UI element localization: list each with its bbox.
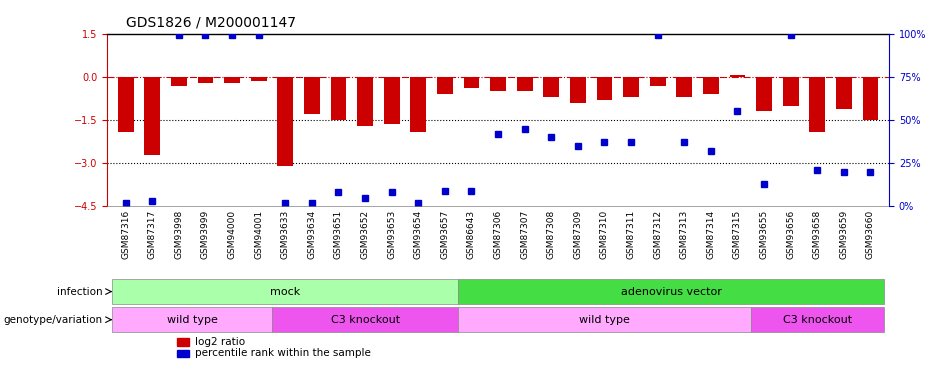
Text: GSM86643: GSM86643 <box>467 210 476 259</box>
Text: percentile rank within the sample: percentile rank within the sample <box>195 348 371 358</box>
Text: GSM93654: GSM93654 <box>413 210 423 259</box>
Bar <box>113 307 272 332</box>
Bar <box>117 77 134 132</box>
Text: C3 knockout: C3 knockout <box>331 315 399 325</box>
Text: C3 knockout: C3 knockout <box>783 315 852 325</box>
Text: GSM93999: GSM93999 <box>201 210 210 259</box>
Bar <box>250 77 266 81</box>
Bar <box>197 77 213 82</box>
Text: genotype/variation: genotype/variation <box>4 315 102 325</box>
Text: GSM93652: GSM93652 <box>360 210 370 259</box>
Bar <box>676 77 693 97</box>
Bar <box>331 77 346 120</box>
Text: GSM87309: GSM87309 <box>573 210 583 259</box>
Text: GSM93998: GSM93998 <box>174 210 183 259</box>
Text: GSM93655: GSM93655 <box>760 210 769 259</box>
Bar <box>756 77 772 111</box>
Text: GSM87307: GSM87307 <box>520 210 529 259</box>
Bar <box>597 77 613 100</box>
Text: GSM93651: GSM93651 <box>334 210 343 259</box>
Text: wild type: wild type <box>579 315 630 325</box>
Bar <box>272 307 458 332</box>
Bar <box>113 279 458 304</box>
Text: GSM93657: GSM93657 <box>440 210 450 259</box>
Text: GSM87316: GSM87316 <box>121 210 130 259</box>
Bar <box>783 77 799 106</box>
Bar <box>437 77 452 94</box>
Bar <box>458 279 884 304</box>
Text: GSM93653: GSM93653 <box>387 210 397 259</box>
Text: GSM93660: GSM93660 <box>866 210 875 259</box>
Bar <box>650 77 666 86</box>
Bar <box>836 77 852 108</box>
Bar <box>358 77 373 126</box>
Text: GSM87315: GSM87315 <box>733 210 742 259</box>
Text: GSM93634: GSM93634 <box>307 210 317 259</box>
Bar <box>862 77 879 120</box>
Text: GDS1826 / M200001147: GDS1826 / M200001147 <box>126 16 296 30</box>
Bar <box>277 77 293 166</box>
Text: wild type: wild type <box>167 315 218 325</box>
Text: GSM94001: GSM94001 <box>254 210 263 259</box>
Bar <box>517 77 533 91</box>
Text: GSM93656: GSM93656 <box>786 210 795 259</box>
Text: log2 ratio: log2 ratio <box>195 337 245 346</box>
Bar <box>464 77 479 88</box>
Bar <box>178 350 189 357</box>
Bar <box>384 77 399 125</box>
Bar <box>490 77 506 91</box>
Bar <box>544 77 560 97</box>
Text: GSM93633: GSM93633 <box>281 210 290 259</box>
Bar <box>730 75 746 77</box>
Text: GSM87313: GSM87313 <box>680 210 689 259</box>
Text: GSM87311: GSM87311 <box>627 210 636 259</box>
Bar <box>144 77 160 154</box>
Bar <box>178 338 189 346</box>
Text: GSM87317: GSM87317 <box>148 210 156 259</box>
Bar <box>224 77 240 82</box>
Text: GSM87308: GSM87308 <box>546 210 556 259</box>
Text: GSM93658: GSM93658 <box>813 210 822 259</box>
Bar <box>171 77 187 86</box>
Bar <box>703 77 719 94</box>
Bar <box>570 77 586 103</box>
Bar <box>623 77 639 97</box>
Text: GSM94000: GSM94000 <box>227 210 236 259</box>
Bar <box>304 77 320 114</box>
Bar <box>750 307 884 332</box>
Text: mock: mock <box>270 286 301 297</box>
Text: GSM87306: GSM87306 <box>493 210 503 259</box>
Text: adenovirus vector: adenovirus vector <box>621 286 722 297</box>
Text: infection: infection <box>57 286 102 297</box>
Text: GSM87310: GSM87310 <box>600 210 609 259</box>
Text: GSM87312: GSM87312 <box>654 210 662 259</box>
Text: GSM87314: GSM87314 <box>707 210 715 259</box>
Bar <box>458 307 750 332</box>
Bar <box>809 77 825 132</box>
Bar <box>411 77 426 132</box>
Text: GSM93659: GSM93659 <box>840 210 848 259</box>
